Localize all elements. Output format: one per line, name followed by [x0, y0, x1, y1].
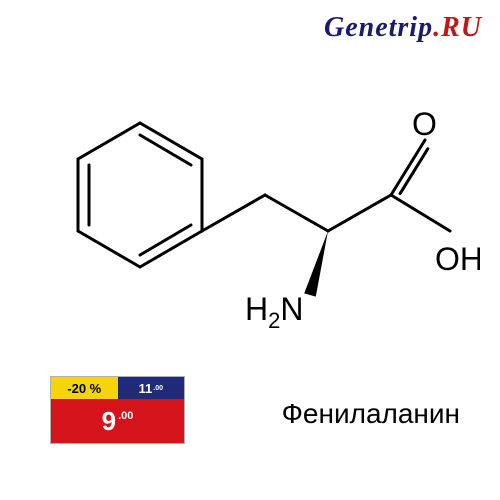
- svg-text:H2N: H2N: [245, 291, 303, 333]
- price-badge: -20 % 11.00 9 .00: [50, 376, 185, 444]
- logo-part2: .RU: [433, 12, 482, 43]
- molecule-structure: H2N O OH: [20, 60, 480, 380]
- svg-text:O: O: [412, 106, 437, 142]
- svg-text:OH: OH: [435, 241, 480, 277]
- old-price: 11.00: [118, 377, 185, 399]
- price-top-row: -20 % 11.00: [51, 377, 184, 399]
- discount-label: -20 %: [51, 377, 118, 399]
- compound-name: Фенилаланин: [282, 398, 460, 430]
- logo-part1: Genetrip: [324, 12, 433, 43]
- new-price: 9 .00: [51, 399, 184, 443]
- brand-logo: Genetrip.RU: [324, 12, 482, 44]
